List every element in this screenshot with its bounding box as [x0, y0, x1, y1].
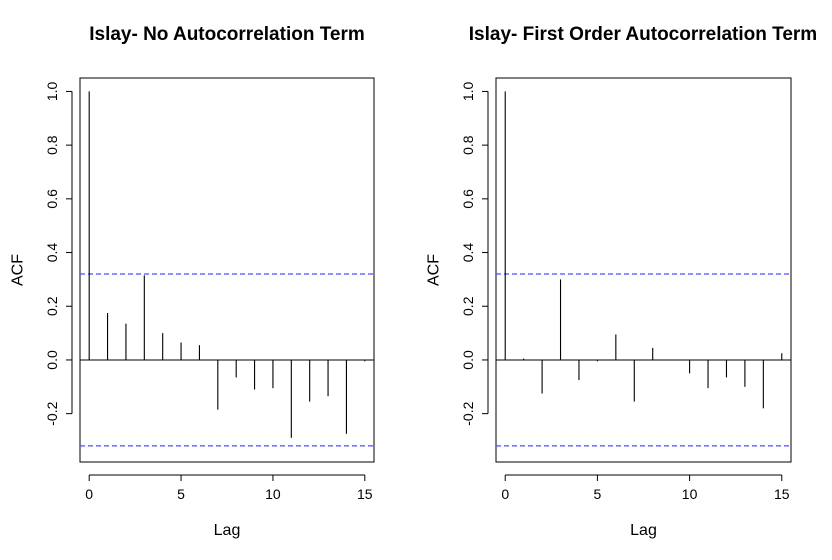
panel-1-y-tick-label: 0.2: [44, 296, 60, 316]
panel-2-plot-frame: [495, 77, 792, 463]
panel-2-x-tick-label: 5: [594, 486, 602, 502]
panel-1-y-axis-label: ACF: [10, 254, 27, 286]
panel-2-y-tick-label: -0.2: [460, 401, 476, 425]
panel-2-title: Islay- First Order Autocorrelation Term: [469, 24, 817, 45]
panel-2-x-tick-label: 15: [774, 486, 790, 502]
panel-1-x-tick-label: 15: [357, 486, 373, 502]
panel-1-x-tick-label: 0: [85, 486, 93, 502]
panel-2-y-axis-label: ACF: [426, 254, 443, 286]
panel-2-y-tick-label: 0.0: [460, 350, 476, 370]
panel-2-x-tick-label: 10: [682, 486, 698, 502]
panel-1-y-tick-label: 0.8: [44, 135, 60, 155]
panel-2-y-tick-label: 0.4: [460, 243, 476, 263]
panel-1-y-tick-label: 1.0: [44, 81, 60, 101]
panel-1-title: Islay- No Autocorrelation Term: [89, 24, 365, 45]
panel-1-x-axis-label: Lag: [214, 522, 241, 539]
panel-1-x-tick-label: 5: [177, 486, 185, 502]
panel-1-y-tick-label: 0.6: [44, 189, 60, 209]
panel-2-y-tick-label: 0.2: [460, 296, 476, 316]
panel-2-x-tick-label: 0: [501, 486, 509, 502]
panel-2-y-tick-label: 1.0: [460, 81, 476, 101]
panel-1-plot-frame: [79, 77, 375, 463]
panel-1-x-tick-label: 10: [265, 486, 281, 502]
panel-2-x-axis-label: Lag: [630, 522, 657, 539]
panel-1-y-tick-label: 0.0: [44, 350, 60, 370]
panel-1-y-tick-label: 0.4: [44, 243, 60, 263]
panel-2-y-tick-label: 0.6: [460, 189, 476, 209]
panel-1-y-tick-label: -0.2: [44, 401, 60, 425]
panel-2-y-tick-label: 0.8: [460, 135, 476, 155]
